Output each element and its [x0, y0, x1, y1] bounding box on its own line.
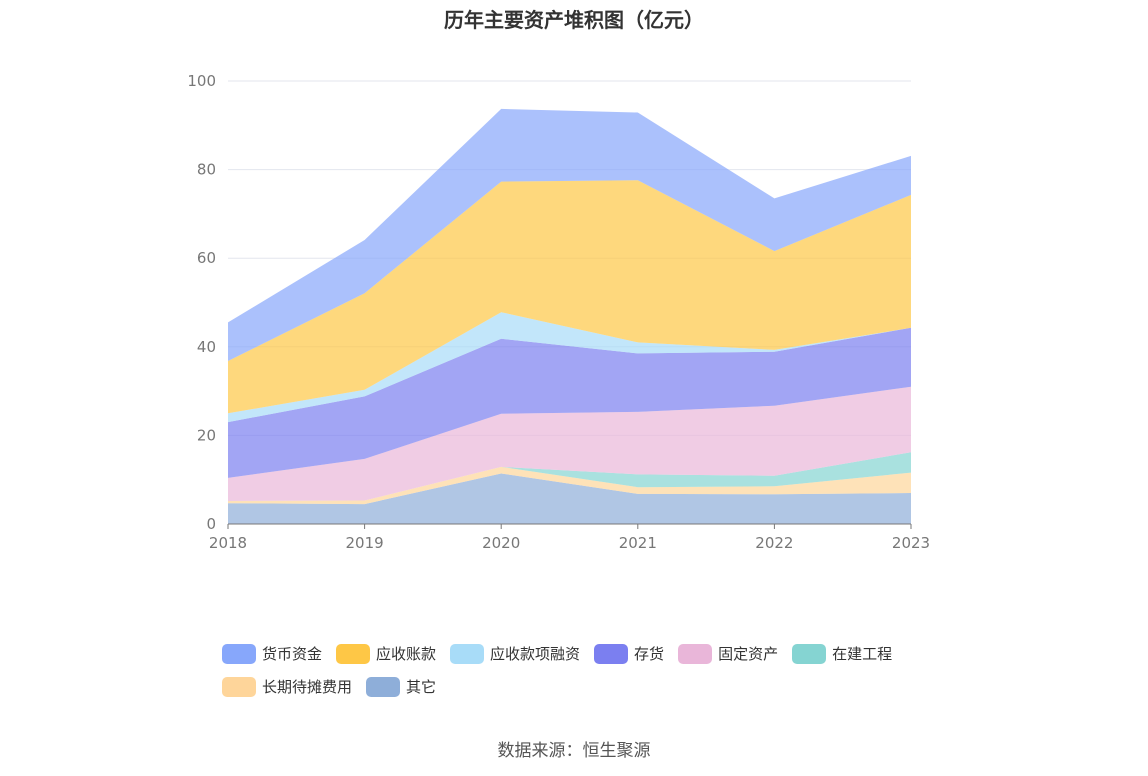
legend-label: 其它 — [406, 678, 437, 696]
legend-label: 应收账款 — [376, 645, 437, 663]
area-series-长期待摊费用[interactable] — [228, 466, 911, 505]
legend-label: 固定资产 — [718, 645, 779, 663]
legend-swatch — [450, 643, 485, 664]
legend: 货币资金 应收账款 应收款项融资 存货 固定资产 在建工程 长期待摊费用 其它 — [222, 637, 982, 703]
legend-swatch — [792, 643, 827, 664]
area-series-存货[interactable] — [228, 327, 911, 478]
x-tick-label: 2018 — [209, 534, 247, 552]
legend-item[interactable]: 货币资金 — [222, 643, 322, 664]
y-tick-label: 40 — [197, 338, 216, 356]
legend-item[interactable]: 在建工程 — [792, 643, 892, 664]
y-tick-label: 20 — [197, 426, 216, 444]
x-tick-label: 2021 — [619, 534, 657, 552]
area-series-货币资金[interactable] — [228, 108, 911, 362]
legend-label: 在建工程 — [832, 645, 893, 663]
y-tick-label: 80 — [197, 161, 216, 179]
legend-swatch — [336, 643, 371, 664]
area-series-其它[interactable] — [228, 473, 911, 525]
legend-swatch — [678, 643, 713, 664]
legend-label: 长期待摊费用 — [262, 678, 353, 696]
legend-row: 货币资金 应收账款 应收款项融资 存货 固定资产 在建工程 — [222, 637, 982, 670]
legend-swatch — [594, 643, 629, 664]
legend-item[interactable]: 固定资产 — [678, 643, 778, 664]
legend-label: 存货 — [634, 645, 665, 663]
x-tick-label: 2022 — [755, 534, 793, 552]
legend-item[interactable]: 应收款项融资 — [450, 643, 580, 664]
legend-item[interactable]: 应收账款 — [336, 643, 436, 664]
x-tick-label: 2020 — [482, 534, 520, 552]
legend-label: 货币资金 — [262, 645, 323, 663]
area-series-在建工程[interactable] — [228, 452, 911, 501]
area-series-应收款项融资[interactable] — [228, 312, 911, 423]
area-series-应收账款[interactable] — [228, 180, 911, 414]
legend-item[interactable]: 其它 — [366, 676, 436, 697]
axes: 0 20 40 60 80 100 2018 2019 2020 2021 2022 2023 — [187, 72, 930, 552]
legend-swatch — [222, 676, 256, 697]
legend-item[interactable]: 存货 — [594, 643, 664, 664]
legend-row: 长期待摊费用 其它 — [222, 670, 982, 703]
legend-item[interactable]: 长期待摊费用 — [222, 676, 352, 697]
data-source: 数据来源：恒生聚源 — [497, 741, 651, 761]
legend-swatch — [366, 676, 401, 697]
x-tick-label: 2023 — [892, 534, 930, 552]
y-tick-label: 0 — [206, 515, 216, 533]
legend-swatch — [222, 643, 256, 664]
legend-label: 应收款项融资 — [490, 645, 581, 663]
y-tick-label: 100 — [187, 72, 216, 90]
chart-title: 历年主要资产堆积图（亿元） — [444, 8, 704, 32]
area-series — [228, 108, 911, 525]
y-tick-label: 60 — [197, 249, 216, 267]
x-tick-label: 2019 — [346, 534, 384, 552]
area-series-固定资产[interactable] — [228, 386, 911, 501]
